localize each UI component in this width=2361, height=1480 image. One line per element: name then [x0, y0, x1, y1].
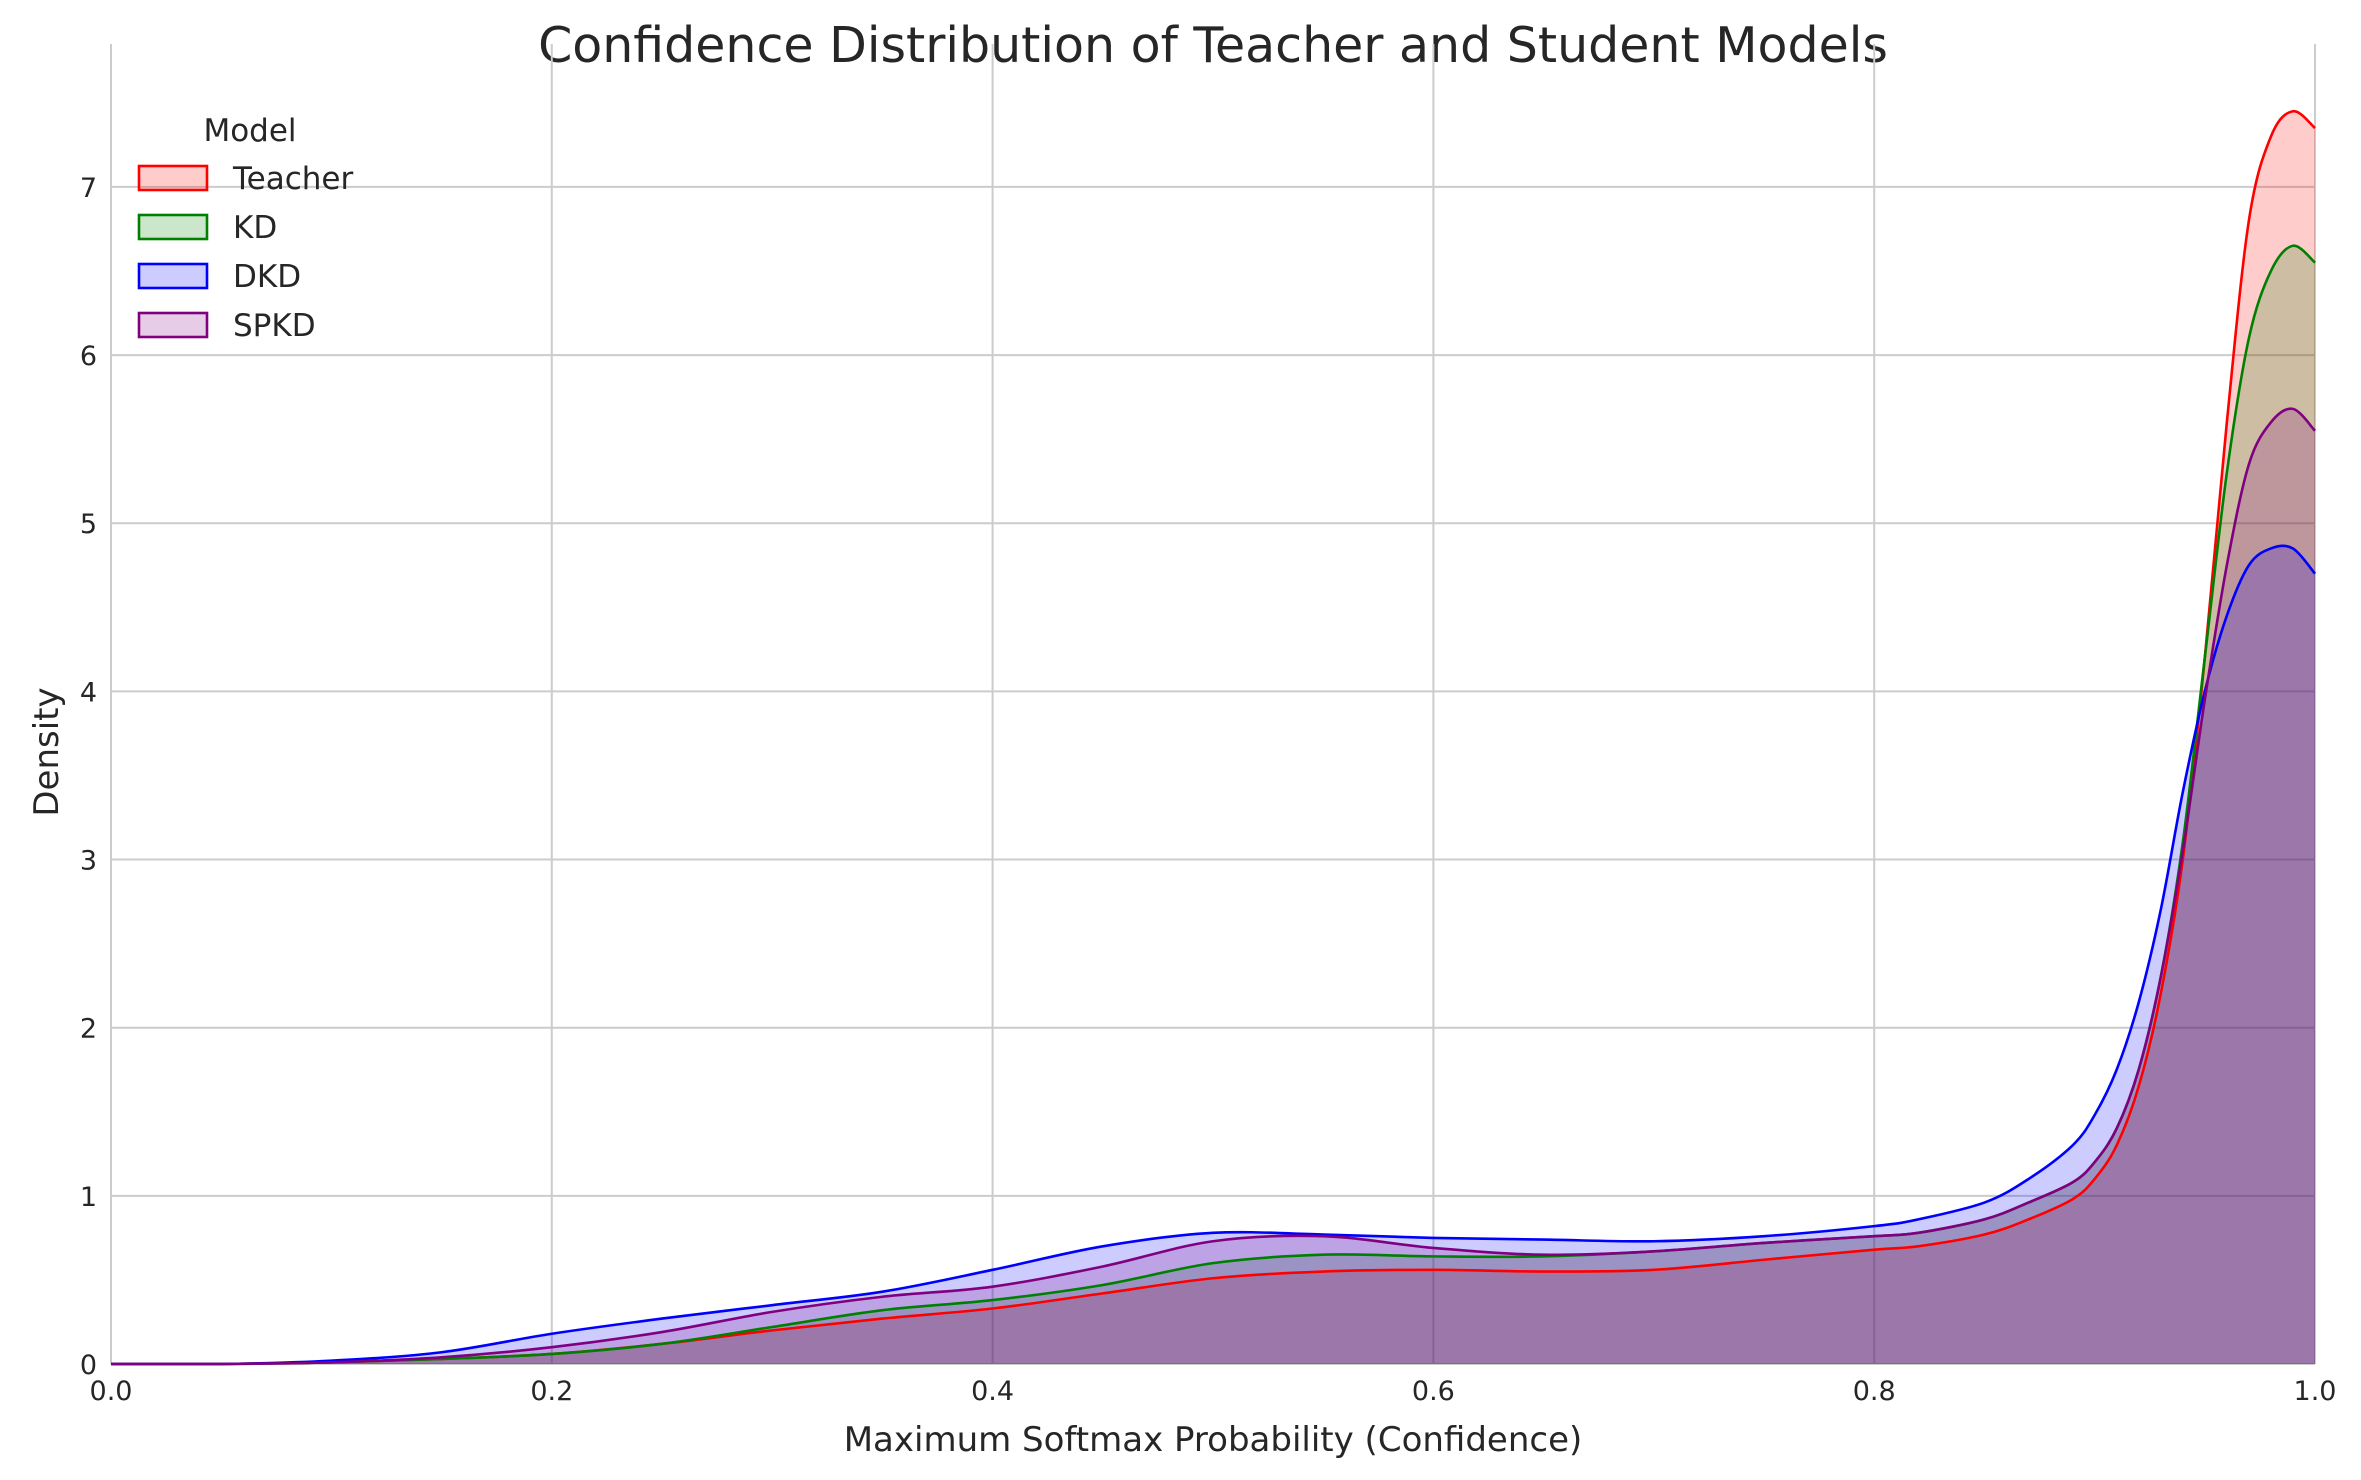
y-tick-label: 5 [80, 509, 97, 540]
y-tick-label: 4 [80, 677, 97, 708]
y-tick-label: 3 [80, 846, 97, 877]
grid [110, 44, 2316, 1365]
density-line-spkd [110, 407, 2316, 1366]
x-tick-labels: 0.0 0.2 0.4 0.6 0.8 1.0 [90, 1376, 2337, 1407]
density-area-teacher [111, 111, 2315, 1365]
legend-swatch-spkd [137, 311, 209, 339]
density-line-dkd [110, 544, 2317, 1366]
y-tick-label: 1 [80, 1182, 97, 1213]
legend-title: Model [203, 113, 296, 149]
legend-swatch-kd [137, 213, 209, 241]
legend-label-kd: KD [233, 210, 277, 246]
y-tick-label: 2 [80, 1014, 97, 1045]
legend-label-teacher: Teacher [232, 161, 354, 197]
legend-label-spkd: SPKD [233, 308, 316, 344]
legend-items: Teacher KD DKD SPKD [137, 161, 354, 344]
x-tick-label: 0.6 [1412, 1376, 1455, 1407]
y-axis-title: Density [27, 687, 67, 816]
legend: Model Teacher KD DKD SPKD [137, 113, 354, 344]
legend-label-dkd: DKD [233, 259, 301, 295]
density-area-spkd [111, 408, 2315, 1364]
density-areas [111, 111, 2315, 1365]
x-tick-label: 0.8 [1853, 1376, 1896, 1407]
x-tick-label: 0.2 [530, 1376, 573, 1407]
y-tick-label: 6 [80, 341, 97, 372]
density-lines [110, 109, 2317, 1366]
density-area-kd [111, 245, 2315, 1365]
y-tick-label: 7 [80, 173, 97, 204]
legend-swatch-teacher [137, 164, 209, 192]
x-tick-label: 0.0 [90, 1376, 133, 1407]
density-area-dkd [111, 545, 2315, 1364]
y-tick-labels: 0 1 2 3 4 5 6 7 [80, 173, 97, 1381]
y-tick-label: 0 [80, 1350, 97, 1381]
x-tick-label: 0.4 [971, 1376, 1014, 1407]
x-axis-title: Maximum Softmax Probability (Confidence) [844, 1420, 1583, 1460]
chart-title: Confidence Distribution of Teacher and S… [538, 17, 1888, 74]
x-tick-label: 1.0 [2294, 1376, 2337, 1407]
legend-swatch-dkd [137, 262, 209, 290]
